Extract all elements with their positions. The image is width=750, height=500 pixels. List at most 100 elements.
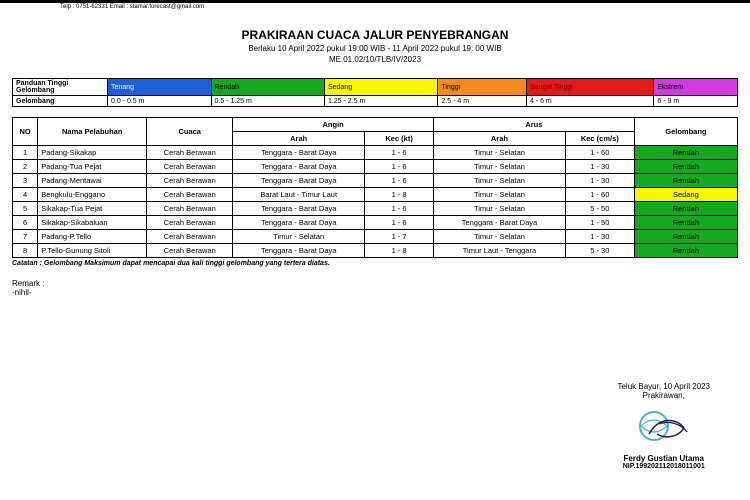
legend-cell-4-name: Sangat Tinggi (526, 79, 653, 96)
legend-cell-1-range: 0.5 - 1.25 m (211, 96, 324, 107)
cell-arus-arah: Timur Laut - Tenggara (433, 244, 565, 258)
legend-panel: Panduan Tinggi Gelombang Tenang Rendah S… (12, 78, 738, 107)
table-row: 8P.Tello-Gunung SitoliCerah BerawanTengg… (13, 244, 738, 258)
cell-gelombang: Rendah (634, 244, 737, 258)
cell-angin-arah: Barat Laut - Timur Laut (233, 188, 365, 202)
legend-cell-3-range: 2.5 - 4 m (438, 96, 527, 107)
cell-angin-arah: Timur - Selatan (233, 230, 365, 244)
cell-arus-kec: 5 - 30 (565, 244, 634, 258)
cell-arus-kec: 1 - 30 (565, 160, 634, 174)
legend-cell-4-range: 4 - 6 m (526, 96, 653, 107)
forecast-tbody: 1Padang-SikakapCerah BerawanTenggara - B… (13, 146, 738, 258)
cell-no: 8 (13, 244, 38, 258)
signature-place-date: Teluk Bayur, 10 April 2023 (617, 382, 710, 391)
cell-arus-kec: 5 - 50 (565, 202, 634, 216)
cell-no: 5 (13, 202, 38, 216)
table-row: 5Sikakap-Tua PejatCerah BerawanTenggara … (13, 202, 738, 216)
cell-cuaca: Cerah Berawan (147, 244, 233, 258)
signature-block: Teluk Bayur, 10 April 2023 Prakirawan, F… (617, 382, 710, 470)
legend-cell-2-range: 1.25 - 2.5 m (324, 96, 437, 107)
signature-icon (629, 406, 699, 446)
cell-gelombang: Rendah (634, 230, 737, 244)
th-cuaca: Cuaca (147, 118, 233, 146)
cell-name: Bengkulu-Enggano (38, 188, 147, 202)
cell-arus-kec: 1 - 30 (565, 174, 634, 188)
table-row: 6Sikakap-SikabaluanCerah BerawanTenggara… (13, 216, 738, 230)
th-no: NO (13, 118, 38, 146)
th-angin: Angin (233, 118, 434, 132)
cell-angin-arah: Tenggara - Barat Daya (233, 146, 365, 160)
forecast-table: NO Nama Pelabuhan Cuaca Angin Arus Gelom… (12, 117, 738, 258)
cell-arus-arah: Timur - Selatan (433, 160, 565, 174)
signature-role: Prakirawan, (617, 391, 710, 400)
cell-name: Padang-Sikakap (38, 146, 147, 160)
cell-name: P.Tello-Gunung Sitoli (38, 244, 147, 258)
table-row: 7Padang-P.TelloCerah BerawanTimur - Sela… (13, 230, 738, 244)
cell-cuaca: Cerah Berawan (147, 146, 233, 160)
cell-angin-kec: 1 - 6 (365, 174, 434, 188)
cell-arus-arah: Timur - Selatan (433, 188, 565, 202)
legend-cell-5-range: 6 - 9 m (654, 96, 738, 107)
cell-no: 3 (13, 174, 38, 188)
cell-no: 7 (13, 230, 38, 244)
remark-block: Remark : -nihil- (12, 279, 738, 297)
cell-name: Sikakap-Tua Pejat (38, 202, 147, 216)
legend-row-names: Panduan Tinggi Gelombang Tenang Rendah S… (13, 79, 738, 96)
cell-angin-arah: Tenggara - Barat Daya (233, 174, 365, 188)
cell-name: Padang-P.Tello (38, 230, 147, 244)
table-row: 4Bengkulu-EngganoCerah BerawanBarat Laut… (13, 188, 738, 202)
remark-body: -nihil- (12, 288, 738, 297)
top-border (0, 0, 750, 3)
cell-angin-arah: Tenggara - Barat Daya (233, 160, 365, 174)
cell-gelombang: Rendah (634, 160, 737, 174)
cell-no: 6 (13, 216, 38, 230)
cell-angin-kec: 1 - 8 (365, 188, 434, 202)
cell-cuaca: Cerah Berawan (147, 160, 233, 174)
legend-cell-1-name: Rendah (211, 79, 324, 96)
cell-name: Sikakap-Sikabaluan (38, 216, 147, 230)
legend-cell-2-name: Sedang (324, 79, 437, 96)
th-arus-arah: Arah (433, 132, 565, 146)
catatan: Catatan : Gelombang Maksimum dapat menca… (12, 260, 738, 267)
cell-arus-arah: Timur - Selatan (433, 230, 565, 244)
remark-label: Remark : (12, 279, 738, 288)
cell-angin-kec: 1 - 6 (365, 146, 434, 160)
cell-cuaca: Cerah Berawan (147, 188, 233, 202)
cell-angin-kec: 1 - 6 (365, 216, 434, 230)
legend-cell-5-name: Ekstrem (654, 79, 738, 96)
cell-cuaca: Cerah Berawan (147, 174, 233, 188)
legend-row-ranges: Gelombang 0.0 - 0.5 m 0.5 - 1.25 m 1.25 … (13, 96, 738, 107)
table-row: 2Padang-Tua PejatCerah BerawanTenggara -… (13, 160, 738, 174)
legend-table: Panduan Tinggi Gelombang Tenang Rendah S… (12, 78, 738, 107)
signature-name: Ferdy Gustian Utama (617, 454, 710, 463)
cell-arus-arah: Timur - Selatan (433, 202, 565, 216)
cell-arus-kec: 1 - 60 (565, 146, 634, 160)
legend-label-2: Gelombang (13, 96, 108, 107)
cell-angin-arah: Tenggara - Barat Daya (233, 202, 365, 216)
cell-arus-arah: Timur - Selatan (433, 146, 565, 160)
reference-number: ME.01.02/10/TLB/IV/2023 (0, 55, 750, 64)
cell-no: 2 (13, 160, 38, 174)
table-row: 3Padang-MentawaiCerah BerawanTenggara - … (13, 174, 738, 188)
cell-gelombang: Rendah (634, 174, 737, 188)
cell-cuaca: Cerah Berawan (147, 216, 233, 230)
header: PRAKIRAAN CUACA JALUR PENYEBRANGAN Berla… (0, 28, 750, 64)
cell-angin-arah: Tenggara - Barat Daya (233, 244, 365, 258)
cell-angin-kec: 1 - 6 (365, 202, 434, 216)
cell-angin-kec: 1 - 7 (365, 230, 434, 244)
cell-gelombang: Rendah (634, 146, 737, 160)
signature-nip: NIP.199202112018011001 (617, 463, 710, 470)
cell-name: Padang-Tua Pejat (38, 160, 147, 174)
cell-gelombang: Sedang (634, 188, 737, 202)
cell-arus-kec: 1 - 50 (565, 216, 634, 230)
table-row: 1Padang-SikakapCerah BerawanTenggara - B… (13, 146, 738, 160)
cell-gelombang: Rendah (634, 202, 737, 216)
page-title: PRAKIRAAN CUACA JALUR PENYEBRANGAN (0, 28, 750, 42)
legend-cell-0-name: Tenang (108, 79, 212, 96)
th-angin-kec: Kec (kt) (365, 132, 434, 146)
cell-cuaca: Cerah Berawan (147, 202, 233, 216)
cell-angin-kec: 1 - 6 (365, 160, 434, 174)
cell-cuaca: Cerah Berawan (147, 230, 233, 244)
legend-cell-3-name: Tinggi (438, 79, 527, 96)
cell-arus-kec: 1 - 30 (565, 230, 634, 244)
